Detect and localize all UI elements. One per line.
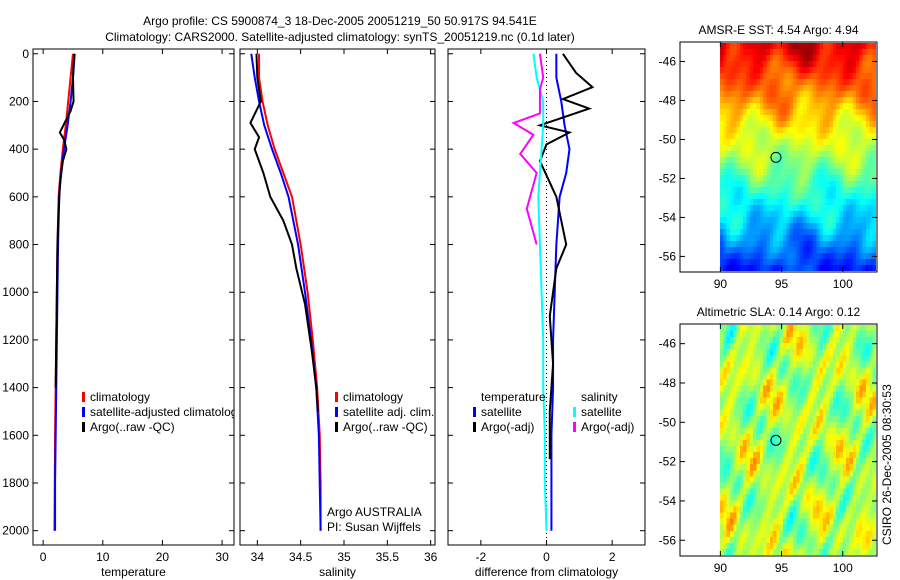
legend-entry: Argo(-adj) (481, 420, 534, 434)
x-tick-label: 35.5 (376, 550, 400, 564)
x-tick-label: 100 (833, 277, 853, 291)
y-tick-label: 800 (9, 238, 29, 252)
y-tick-label: 2000 (2, 524, 29, 538)
series-satellite-adj-clim- (250, 53, 322, 531)
x-tick-label: 95 (775, 561, 789, 575)
annotation: PI: Susan Wijffels (327, 520, 421, 534)
legend-entry: satellite (481, 405, 522, 419)
legend-header: salinity (581, 390, 618, 404)
y-tick-label: -46 (659, 54, 677, 68)
argo-location-marker (770, 151, 782, 163)
y-tick-label: 200 (9, 94, 29, 108)
y-tick-label: -46 (659, 337, 677, 351)
series-temperature-argo-adj- (536, 53, 595, 460)
legend-entry: Argo(-adj) (581, 420, 634, 434)
legend-swatch (573, 407, 576, 417)
temperature-xlabel: temperature (101, 565, 166, 579)
argo-location-marker (770, 434, 782, 446)
legend-swatch (82, 392, 85, 402)
x-tick-label: 30 (215, 550, 229, 564)
legend-entry: satellite (581, 405, 622, 419)
sla-map-axes: 90 95 100 -46 -48 -50 -52 -54 -56 Altimetric SLA:… (659, 305, 878, 575)
temperature-frame (32, 48, 235, 546)
y-tick-label: 1400 (2, 381, 29, 395)
legend-swatch (335, 392, 338, 402)
y-tick-label: 600 (9, 190, 29, 204)
y-tick-label: -48 (659, 376, 677, 390)
legend-swatch (473, 407, 476, 417)
annotation: Argo AUSTRALIA (327, 505, 422, 519)
side-stamp: CSIRO 26-Dec-2005 08:30:53 (880, 384, 894, 545)
y-tick-label: -50 (659, 415, 677, 429)
y-tick-label: -56 (659, 533, 677, 547)
x-tick-label: 100 (833, 561, 853, 575)
series-salinity-argo-adj- (511, 53, 545, 245)
y-tick-label: 1800 (2, 476, 29, 490)
title-line1: Argo profile: CS 5900874_3 18-Dec-2005 2… (143, 14, 537, 28)
series-climatology (258, 53, 322, 531)
series-argo-raw-qc- (54, 53, 76, 388)
sla-map-frame (679, 323, 878, 557)
y-tick-label: 1000 (2, 285, 29, 299)
x-tick-label: 90 (714, 277, 728, 291)
legend-swatch (473, 422, 476, 432)
legend-entry: climatology (343, 390, 403, 404)
x-tick-label: 35 (337, 550, 351, 564)
y-tick-label: -54 (659, 494, 677, 508)
legend-swatch (82, 422, 85, 432)
sst-map-frame (679, 41, 878, 273)
legend-header: temperature (481, 390, 546, 404)
salinity-xlabel: salinity (319, 565, 356, 579)
x-tick-label: 10 (96, 550, 110, 564)
x-tick-label: 34.5 (289, 550, 313, 564)
y-tick-label: -50 (659, 132, 677, 146)
y-tick-label: -52 (659, 455, 677, 469)
series-temperature-satellite (550, 53, 571, 531)
series-argo-raw-qc- (249, 53, 319, 412)
x-tick-label: 2 (609, 550, 616, 564)
title-line2: Climatology: CARS2000. Satellite-adjuste… (105, 30, 575, 44)
y-tick-label: -52 (659, 171, 677, 185)
sst-heatmap (720, 43, 876, 271)
series-salinity-satellite (532, 53, 548, 531)
difference-xlabel: difference from climatology (475, 565, 618, 579)
legend-entry: climatology (90, 390, 150, 404)
x-tick-label: 90 (714, 561, 728, 575)
y-tick-label: -48 (659, 93, 677, 107)
y-tick-label: 0 (22, 47, 29, 61)
x-tick-label: 0 (40, 550, 47, 564)
x-tick-label: 0 (543, 550, 550, 564)
y-tick-label: -56 (659, 249, 677, 263)
temperature-axes: 0 10 20 30 0 200 400 600 800 1000 1200 1400 1600 1800… (2, 47, 243, 579)
x-tick-label: 36 (424, 550, 438, 564)
y-tick-label: 400 (9, 142, 29, 156)
sst-map-title: AMSR-E SST: 4.54 Argo: 4.94 (698, 23, 858, 37)
salinity-axes: 34 34.5 35 35.5 36 salinity climatologysatelli… (239, 48, 438, 579)
x-tick-label: 20 (156, 550, 170, 564)
y-tick-label: 1600 (2, 428, 29, 442)
x-tick-label: 95 (775, 277, 789, 291)
legend-entry: Argo(..raw -QC) (90, 420, 175, 434)
legend-swatch (82, 407, 85, 417)
x-tick-label: 34 (251, 550, 265, 564)
salinity-frame (239, 48, 436, 546)
legend-swatch (335, 422, 338, 432)
sla-heatmap (720, 325, 876, 555)
y-tick-label: 1200 (2, 333, 29, 347)
legend-swatch (573, 422, 576, 432)
legend-entry: satellite adj. clim. (343, 405, 434, 419)
legend-entry: satellite-adjusted climatology (90, 405, 243, 419)
sst-map-axes: 90 95 100 -46 -48 -50 -52 -54 -56 AMSR-E SST: 4.5… (659, 23, 878, 291)
y-tick-label: -54 (659, 210, 677, 224)
legend-entry: Argo(..raw -QC) (343, 420, 428, 434)
x-tick-label: -2 (475, 550, 486, 564)
legend-swatch (335, 407, 338, 417)
sla-map-title: Altimetric SLA: 0.14 Argo: 0.12 (697, 305, 861, 319)
